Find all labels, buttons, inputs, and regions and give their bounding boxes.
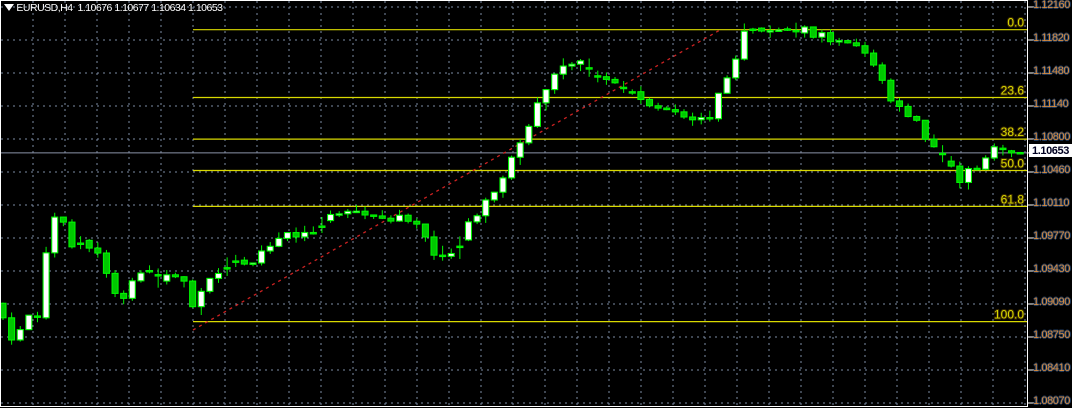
svg-text:23.6: 23.6 — [1001, 84, 1025, 98]
svg-text:38.2: 38.2 — [1001, 125, 1025, 139]
svg-text:50.0: 50.0 — [1001, 157, 1025, 171]
svg-text:0.0: 0.0 — [1007, 16, 1024, 30]
svg-text:100.0: 100.0 — [994, 308, 1024, 322]
svg-text:61.8: 61.8 — [1001, 192, 1025, 206]
